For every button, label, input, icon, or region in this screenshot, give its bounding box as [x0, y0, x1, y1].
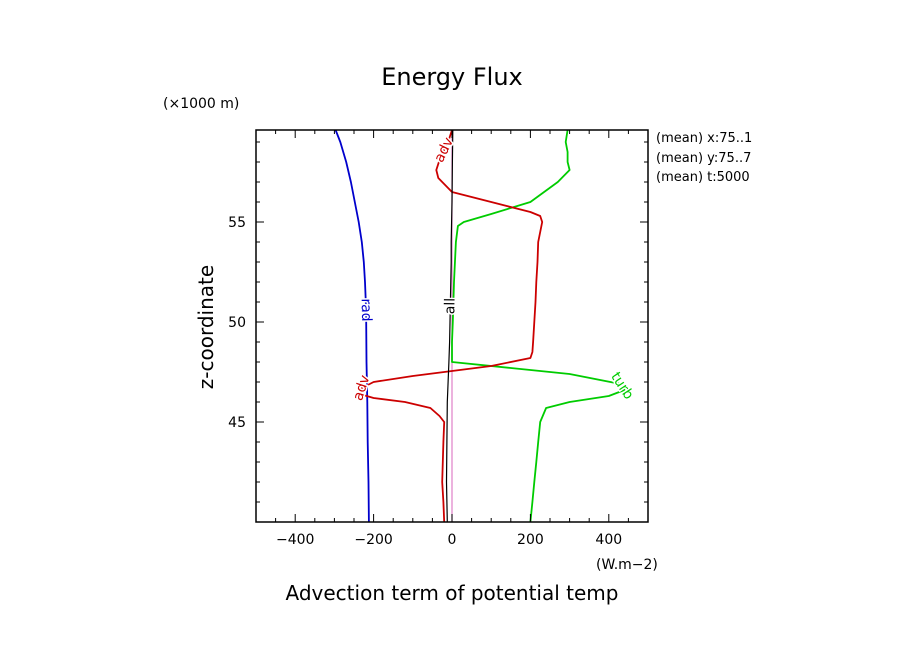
y-tick-label: 50: [228, 315, 246, 331]
y-tick-label: 45: [228, 415, 246, 431]
series-line-rad: [334, 129, 370, 523]
curve-label-all: all: [442, 298, 458, 315]
series-line-adv: [358, 129, 544, 523]
y-tick-label: 55: [228, 215, 246, 231]
curve-label-rad: rad: [358, 298, 374, 322]
axis-ticks: [255, 130, 649, 523]
y-units-label: (×1000 m): [163, 96, 239, 112]
annotation-mean-y: (mean) y:75..7: [656, 151, 751, 166]
series-line-all: [445, 129, 454, 523]
x-tick-label: −400: [276, 532, 314, 548]
chart-title: Energy Flux: [381, 63, 523, 91]
x-units-label: (W.m−2): [596, 557, 658, 573]
annotation-mean-x: (mean) x:75..1: [656, 131, 752, 146]
axis-tick-labels: −400 −200 0 200 400 45 50 55: [228, 215, 622, 548]
curve-label-adv: adv: [350, 373, 373, 402]
curve-label-turb: turb: [607, 369, 636, 402]
x-tick-label: 400: [595, 532, 622, 548]
x-tick-label: −200: [354, 532, 392, 548]
series-line-turb: [451, 129, 626, 523]
y-axis-title: z-coordinate: [194, 265, 218, 389]
series-curves: [334, 129, 626, 523]
annotation-mean-t: (mean) t:5000: [656, 170, 750, 185]
x-tick-label: 200: [517, 532, 544, 548]
x-axis-title: Advection term of potential temp: [286, 581, 619, 605]
x-tick-label: 0: [448, 532, 457, 548]
